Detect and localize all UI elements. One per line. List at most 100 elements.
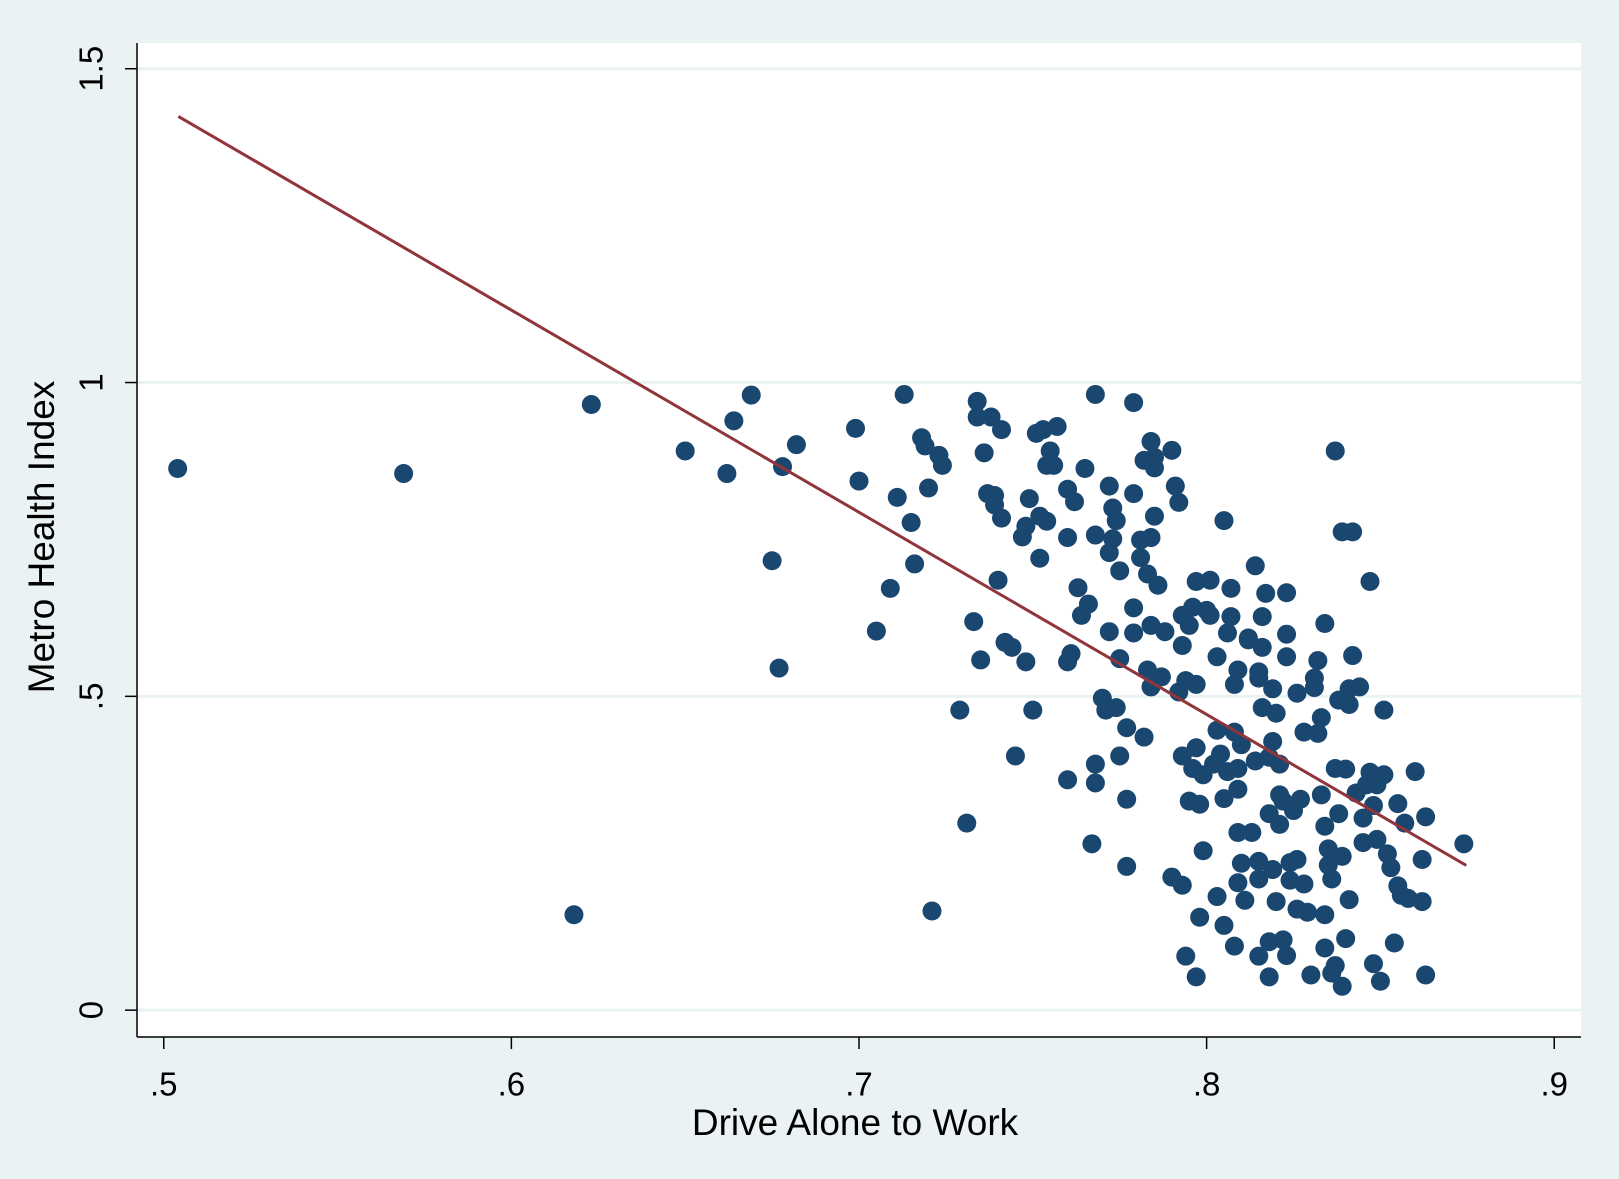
scatter-point <box>1124 623 1144 643</box>
scatter-point <box>1085 525 1105 545</box>
y-tick-label: 1 <box>73 373 110 391</box>
x-tick-label: .6 <box>498 1066 526 1103</box>
scatter-point <box>675 441 695 461</box>
scatter-point <box>1065 492 1085 512</box>
scatter-point <box>1044 455 1064 475</box>
scatter-point <box>564 905 584 925</box>
scatter-point <box>1315 816 1335 836</box>
scatter-point <box>1155 622 1175 642</box>
x-tick-label: .7 <box>845 1066 873 1103</box>
scatter-point <box>1186 967 1206 987</box>
scatter-point <box>1085 773 1105 793</box>
scatter-point <box>964 612 984 632</box>
scatter-point <box>1350 677 1370 697</box>
scatter-point <box>1082 834 1102 854</box>
scatter-point <box>1214 511 1234 531</box>
scatter-point <box>988 570 1008 590</box>
scatter-point <box>992 508 1012 528</box>
x-tick-label: .8 <box>1193 1066 1221 1103</box>
x-tick-label: .9 <box>1540 1066 1568 1103</box>
scatter-point <box>1332 846 1352 866</box>
scatter-point <box>915 436 935 456</box>
scatter-point <box>894 384 914 404</box>
scatter-point <box>1287 850 1307 870</box>
scatter-point <box>1228 873 1248 893</box>
scatter-point <box>1363 954 1383 974</box>
scatter-point <box>1259 932 1279 952</box>
scatter-point <box>1304 668 1324 688</box>
scatter-point <box>1315 938 1335 958</box>
scatter-point <box>846 418 866 438</box>
scatter-point <box>1277 583 1297 603</box>
scatter-point <box>1110 561 1130 581</box>
scatter-point <box>1266 892 1286 912</box>
scatter-point <box>1186 571 1206 591</box>
scatter-point <box>1301 965 1321 985</box>
scatter-point <box>1023 700 1043 720</box>
scatter-point <box>1228 660 1248 680</box>
scatter-point <box>1381 858 1401 878</box>
scatter-point <box>1141 432 1161 452</box>
scatter-point <box>1277 624 1297 644</box>
scatter-point <box>717 464 737 484</box>
scatter-point <box>1412 850 1432 870</box>
scatter-point <box>1249 946 1269 966</box>
scatter-point <box>1030 548 1050 568</box>
scatter-point <box>1207 720 1227 740</box>
marks <box>168 115 1474 996</box>
scatter-point <box>1311 785 1331 805</box>
scatter-point <box>1290 789 1310 809</box>
scatter-point <box>866 621 886 641</box>
scatter-point <box>1075 459 1095 479</box>
scatter-point <box>1231 853 1251 873</box>
scatter-point <box>1259 967 1279 987</box>
scatter-point <box>887 487 907 507</box>
scatter-point <box>1252 637 1272 657</box>
scatter-point <box>981 407 1001 427</box>
scatter-point <box>1110 649 1130 669</box>
scatter-point <box>1308 723 1328 743</box>
scatter-point <box>1228 759 1248 779</box>
scatter-point <box>1131 548 1151 568</box>
scatter-point <box>1374 765 1394 785</box>
scatter-point <box>1263 679 1283 699</box>
scatter-point <box>1329 804 1349 824</box>
scatter-point <box>1165 476 1185 496</box>
scatter-point <box>974 443 994 463</box>
scatter-point <box>1325 956 1345 976</box>
scatter-point <box>1016 516 1036 536</box>
scatter-point <box>1200 570 1220 590</box>
scatter-point <box>1117 856 1137 876</box>
scatter-point <box>950 700 970 720</box>
scatter-point <box>1124 393 1144 413</box>
scatter-point <box>1068 578 1088 598</box>
scatter-point <box>1169 492 1189 512</box>
scatter-point <box>1308 651 1328 671</box>
fit-line <box>177 115 1468 867</box>
scatter-point <box>1085 754 1105 774</box>
scatter-point <box>1256 583 1276 603</box>
scatter-point <box>1374 700 1394 720</box>
scatter-point <box>1343 522 1363 542</box>
scatter-point <box>1162 440 1182 460</box>
scatter-point <box>1315 614 1335 634</box>
scatter-point <box>1179 615 1199 635</box>
scatter-point <box>1336 929 1356 949</box>
scatter-point <box>724 411 744 431</box>
scatter-point <box>1294 722 1314 742</box>
scatter-point <box>1002 637 1022 657</box>
scatter-point <box>1249 668 1269 688</box>
scatter-point <box>1224 674 1244 694</box>
scatter-point <box>932 455 952 475</box>
scatter-point <box>1270 814 1290 834</box>
scatter-point <box>1454 834 1474 854</box>
scatter-point <box>1040 441 1060 461</box>
scatter-point <box>1249 851 1269 871</box>
scatter-point <box>168 459 188 479</box>
scatter-point <box>957 813 977 833</box>
scatter-point <box>1200 605 1220 625</box>
scatter-point <box>1263 860 1283 880</box>
scatter-point <box>1235 890 1255 910</box>
scatter-point <box>1370 971 1390 991</box>
